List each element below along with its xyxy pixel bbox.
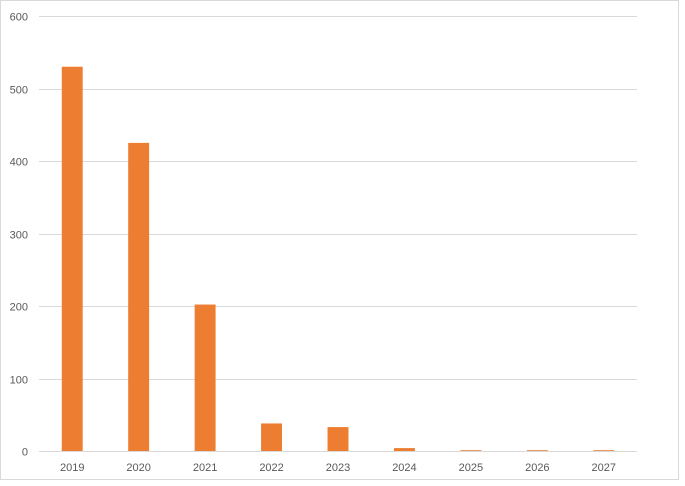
bars: [61, 66, 615, 452]
bar-2019: [61, 66, 83, 451]
y-tick-label: 300: [10, 230, 28, 242]
bar-2020: [128, 142, 150, 452]
y-tick-label: 100: [10, 375, 28, 387]
x-tick-label: 2020: [126, 462, 150, 474]
x-tick-label: 2022: [259, 462, 283, 474]
x-tick-label: 2021: [193, 462, 217, 474]
y-tick-label: 0: [22, 447, 28, 459]
x-tick-label: 2026: [525, 462, 549, 474]
bar-2022: [261, 423, 283, 451]
x-tick-label: 2023: [326, 462, 350, 474]
y-tick-label: 500: [10, 85, 28, 97]
bar-2023: [327, 427, 349, 451]
y-tick-label: 200: [10, 302, 28, 314]
x-tick-label: 2027: [592, 462, 616, 474]
bar-2021: [194, 304, 216, 451]
x-tick-label: 2025: [459, 462, 483, 474]
bar-chart: 0 100 200 300 400 500 600 2019 2020 2021 2022 2023…: [10, 12, 637, 474]
y-tick-labels: 0 100 200 300 400 500 600: [10, 12, 28, 459]
bar-2026: [526, 450, 548, 451]
x-tick-label: 2019: [60, 462, 84, 474]
bar-2027: [593, 450, 615, 451]
x-tick-label: 2024: [392, 462, 416, 474]
y-tick-label: 600: [10, 12, 28, 24]
y-tick-label: 400: [10, 157, 28, 169]
chart-frame: 0 100 200 300 400 500 600 2019 2020 2021 2022 2023…: [0, 0, 679, 480]
bar-2024: [393, 448, 415, 451]
bar-2025: [460, 450, 482, 451]
x-tick-labels: 2019 2020 2021 2022 2023 2024 2025 2026 2027: [60, 462, 616, 474]
